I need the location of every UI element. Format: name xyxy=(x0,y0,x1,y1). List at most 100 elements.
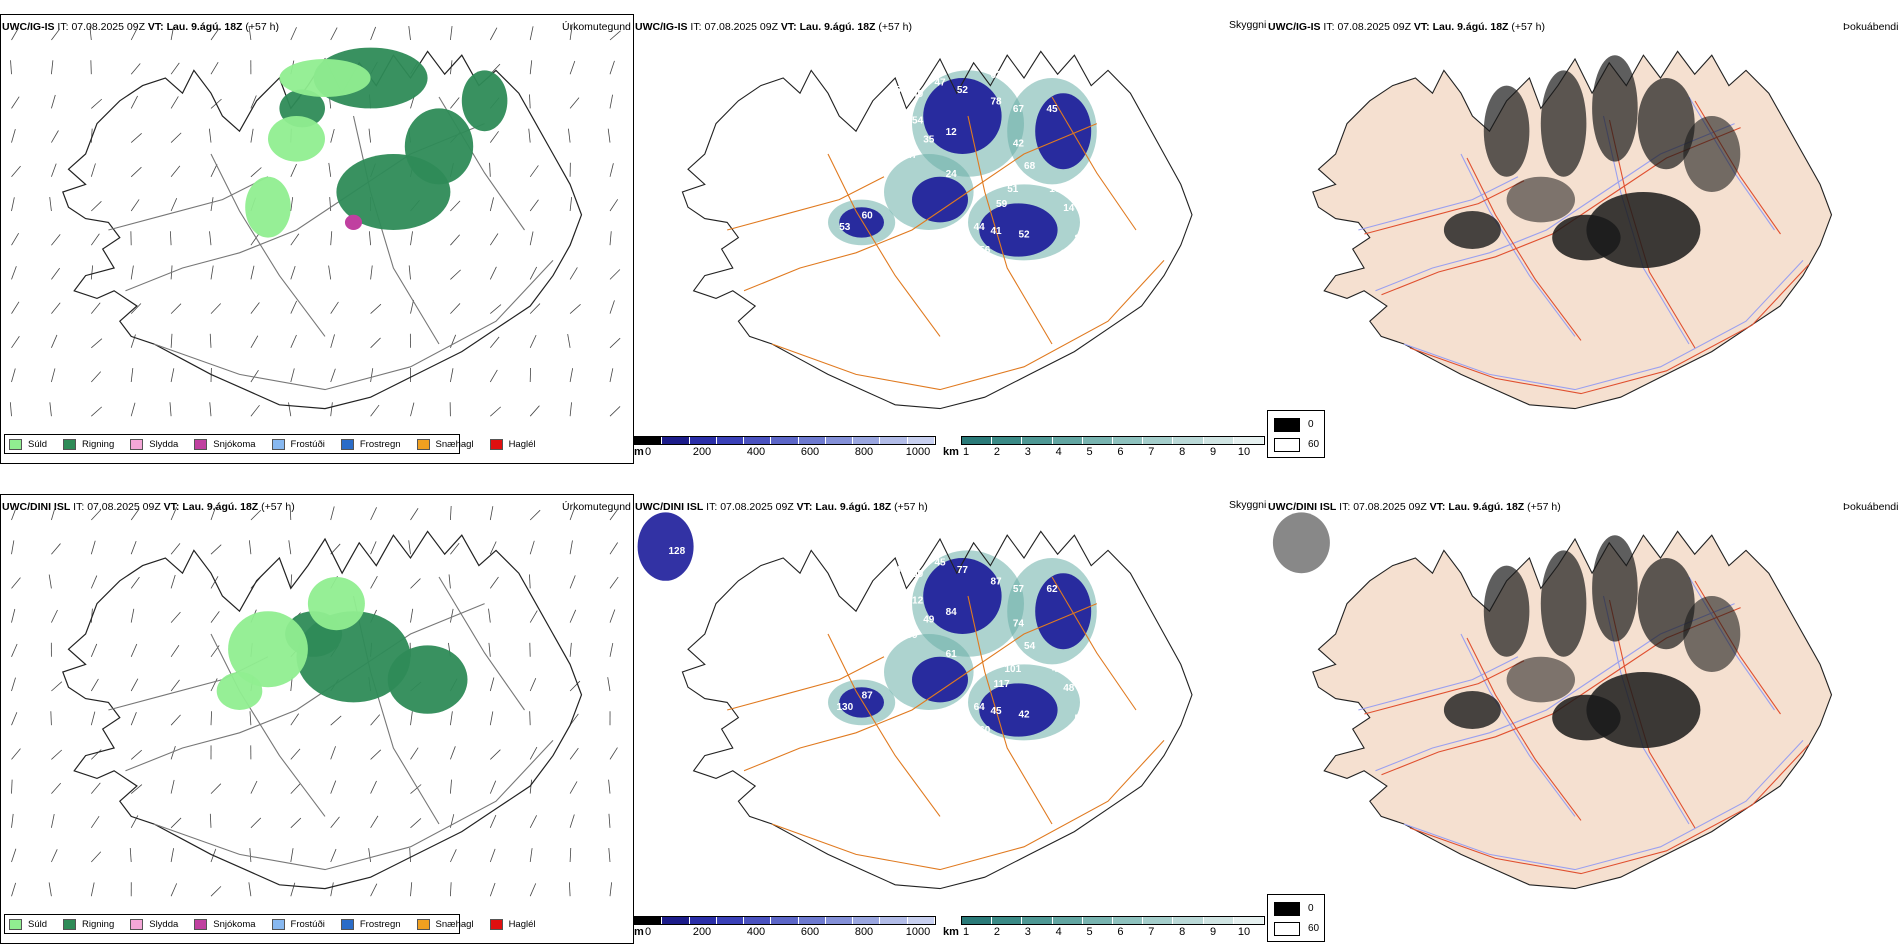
header-vt-value: Lau. 9.ágú. 18Z xyxy=(166,21,243,33)
visibility-value-label: 24 xyxy=(946,169,958,180)
colorbar-tick-label: 800 xyxy=(854,926,874,938)
precip-legend-swatch xyxy=(130,918,144,930)
panel-title-precip: Úrkomutegund xyxy=(562,501,631,513)
colorbar-tick-label: 5 xyxy=(1086,926,1093,938)
colorbar-tick-label: 6 xyxy=(1117,446,1124,458)
header-vt-value: Lau. 9.ágú. 18Z xyxy=(815,501,892,513)
colorbar-segment xyxy=(962,437,993,444)
fog-map xyxy=(1272,512,1833,890)
visibility-value-label: 47 xyxy=(906,150,918,161)
visibility-value-label: 45 xyxy=(990,706,1002,717)
colorbar-tick-label: 1 xyxy=(962,446,970,458)
header-lead: (+57 h) xyxy=(1511,21,1545,33)
precip-legend-swatch xyxy=(9,438,22,450)
precip-legend-label: Frostúði xyxy=(290,438,325,450)
colorbar-tick-label: 10 xyxy=(1237,446,1251,458)
precip-legend-swatch xyxy=(416,438,430,450)
visibility-value-label: 70 xyxy=(895,588,907,599)
colorbar-segment xyxy=(1082,917,1114,924)
panel-title-visibility: Skyggni xyxy=(1229,499,1267,511)
visibility-map: 63 53 49 47 52 78 67 45 13 70 49 54 35 12 42 51 47 68 24 51… xyxy=(681,50,1193,410)
colorbar-segment xyxy=(689,437,717,444)
header-vt-value: Lau. 9.ágú. 18Z xyxy=(182,501,259,513)
visibility-m-unit: m xyxy=(634,926,644,938)
visibility-value-label: 53 xyxy=(895,85,907,96)
header-model: UWC/IG-IS xyxy=(1268,21,1321,33)
header-vt-label: VT: xyxy=(780,21,797,33)
header-it-value: 07.08.2025 09Z xyxy=(71,21,145,33)
fog-legend-swatch-60 xyxy=(1274,438,1300,452)
visibility-value-label: 78 xyxy=(990,97,1002,108)
precip-legend-item: Rigning xyxy=(63,438,115,450)
visibility-value-label: 46 xyxy=(1091,211,1103,222)
colorbar-tick-label: 3 xyxy=(1024,926,1031,938)
fog-legend: 0 60 xyxy=(1267,894,1325,942)
colorbar-segment xyxy=(880,917,908,924)
colorbar-tick-label: 0 xyxy=(644,926,652,938)
colorbar-segment xyxy=(662,437,690,444)
visibility-value-label: 64 xyxy=(974,702,986,713)
visibility-value-label: 63 xyxy=(990,70,1002,81)
precip-legend-label: Súld xyxy=(28,918,48,930)
precip-legend-swatch xyxy=(271,918,285,930)
header-model: UWC/DINI ISL xyxy=(1268,501,1337,513)
visibility-value-label: 53 xyxy=(839,222,851,233)
visibility-value-label: 12 xyxy=(946,127,958,138)
colorbar-segment xyxy=(1022,437,1053,444)
colorbar-segment xyxy=(853,917,881,924)
visibility-value-label: 13 xyxy=(1097,97,1109,108)
visibility-m-colorbar xyxy=(634,436,936,445)
colorbar-segment xyxy=(1233,437,1265,444)
precip-panel-top xyxy=(0,14,634,464)
visibility-value-label: 39 xyxy=(951,721,963,732)
header-model: UWC/DINI ISL xyxy=(2,501,71,513)
colorbar-tick-label: 1 xyxy=(962,926,970,938)
colorbar-segment xyxy=(1233,917,1265,924)
visibility-value-label: 99 xyxy=(906,630,918,641)
colorbar-segment xyxy=(825,917,854,924)
visibility-value-label: 74 xyxy=(1013,618,1025,629)
header-it-label: IT: xyxy=(73,501,85,513)
colorbar-segment xyxy=(825,437,854,444)
visibility-km-unit: km xyxy=(943,926,959,938)
header-it-value: 07.08.2025 09Z xyxy=(87,501,161,513)
visibility-value-label: 42 xyxy=(1013,138,1025,149)
visibility-value-label: 47 xyxy=(934,78,946,89)
visibility-m-unit: m xyxy=(634,446,644,458)
visibility-map: 128 47 59 45 77 87 57 62 53 60 70 12 49 84 74 137 99 54 61… xyxy=(637,512,1193,890)
visibility-value-label: 49 xyxy=(895,108,907,119)
colorbar-segment xyxy=(907,917,935,924)
precip-legend-label: Snjókoma xyxy=(213,438,256,450)
header-model: UWC/IG-IS xyxy=(2,21,55,33)
precip-legend-swatch xyxy=(63,918,77,930)
colorbar-segment xyxy=(1173,917,1204,924)
visibility-value-label: 56 xyxy=(979,245,991,256)
precip-legend-label: Snjókoma xyxy=(213,918,256,930)
precip-legend-item: Haglél xyxy=(489,438,536,450)
precip-legend-label: Rigning xyxy=(82,438,115,450)
header-lead: (+57 h) xyxy=(878,21,912,33)
header-lead: (+57 h) xyxy=(894,501,928,513)
visibility-value-label: 45 xyxy=(1052,664,1064,675)
visibility-value-label: 80 xyxy=(1074,233,1086,244)
header-lead: (+57 h) xyxy=(1527,501,1561,513)
colorbar-segment xyxy=(1113,437,1144,444)
colorbar-tick-label: 9 xyxy=(1210,926,1217,938)
header-lead: (+57 h) xyxy=(261,501,295,513)
colorbar-segment xyxy=(744,437,772,444)
precip-legend-swatch xyxy=(9,918,22,930)
visibility-value-label: 87 xyxy=(990,577,1002,588)
precip-legend-item: Frostregn xyxy=(340,918,401,930)
colorbar-segment xyxy=(1203,437,1234,444)
header-it-value: 07.08.2025 09Z xyxy=(1353,501,1427,513)
precip-legend-label: Snæhagl xyxy=(435,918,474,930)
visibility-value-label: 60 xyxy=(979,725,991,736)
colorbar-segment xyxy=(1143,917,1174,924)
colorbar-segment xyxy=(1052,917,1083,924)
precip-legend-label: Haglél xyxy=(508,438,536,450)
colorbar-segment xyxy=(771,437,799,444)
visibility-value-label: 61 xyxy=(946,649,958,660)
visibility-value-label: 70 xyxy=(878,116,890,127)
visibility-km-unit: km xyxy=(943,446,959,458)
visibility-value-label: 54 xyxy=(1024,641,1036,652)
